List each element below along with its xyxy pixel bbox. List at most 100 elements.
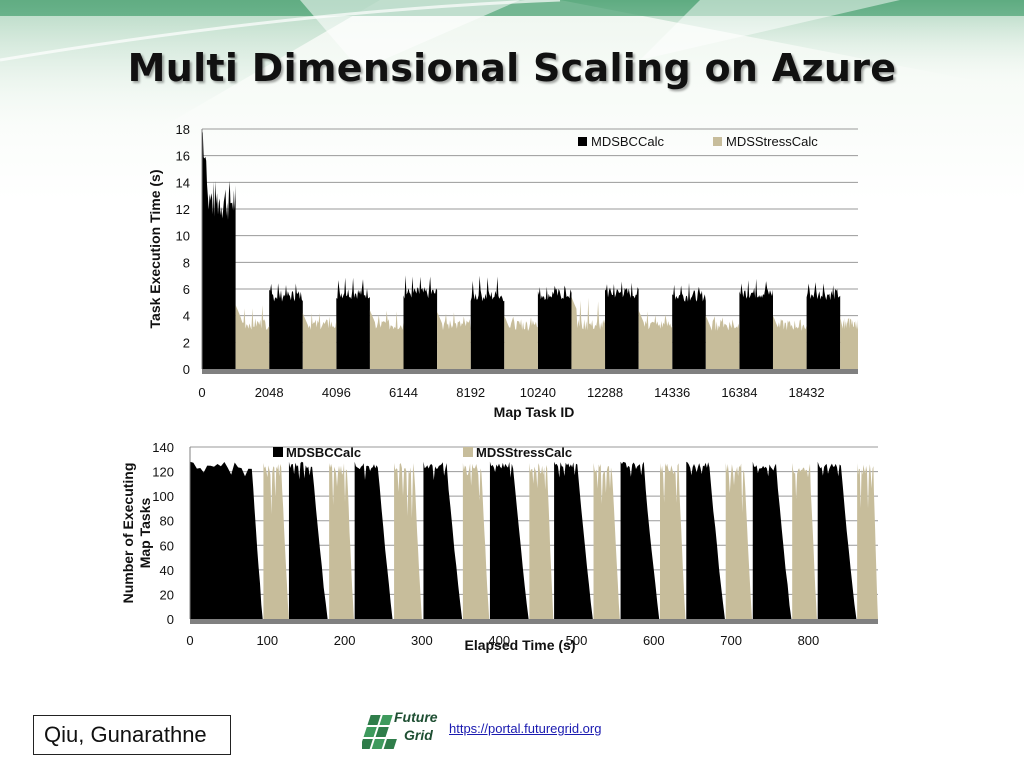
y-tick-label: 40 xyxy=(160,563,174,578)
mdsbc-bar-segment xyxy=(269,283,303,369)
mdsbc-area-pulse xyxy=(686,461,725,619)
legend-label-mdsstress: MDSStressCalc xyxy=(726,134,818,149)
y-tick-label: 18 xyxy=(176,122,190,137)
mdsstress-area-pulse xyxy=(792,462,817,619)
mdsstress-area-pulse xyxy=(725,462,752,619)
mdsbc-bar-segment xyxy=(806,282,841,369)
logo-line1: Future xyxy=(394,709,438,725)
executing-tasks-chart: 0 20 40 60 80 100 120 140 0 100 200 300 400 500 600 700… xyxy=(120,440,878,653)
x-tick-label: 600 xyxy=(643,633,665,648)
x-tick-label: 14336 xyxy=(654,385,690,400)
mdsbc-bar-segment xyxy=(403,275,438,369)
mdsstress-bar-segment xyxy=(705,315,740,369)
mdsbc-area-pulse xyxy=(354,461,393,619)
mdsstress-bar-segment xyxy=(437,311,471,369)
mdsbc-area-pulse xyxy=(288,461,328,619)
y-tick-label: 140 xyxy=(152,440,174,455)
mdsstress-bar-segment xyxy=(772,315,807,369)
x-tick-label: 12288 xyxy=(587,385,623,400)
mdsstress-area-pulse xyxy=(329,462,354,619)
y-tick-label: 120 xyxy=(152,465,174,480)
x-axis-band xyxy=(202,369,858,374)
y-tick-label: 0 xyxy=(183,362,190,377)
mdsbc-area-pulse xyxy=(817,461,857,619)
legend-label-mdsbc: MDSBCCalc xyxy=(591,134,664,149)
x-tick-label: 700 xyxy=(720,633,742,648)
mdsbc-area-pulse xyxy=(489,461,529,619)
grid-icon xyxy=(362,715,397,749)
mdsbc-bar-segment xyxy=(336,277,370,369)
mdsstress-bar-segment xyxy=(571,297,606,369)
x-tick-label: 18432 xyxy=(788,385,824,400)
task-time-chart: 0 2 4 6 8 10 12 14 16 18 0 2048 4096 6144 8192 10240 122… xyxy=(147,122,858,420)
mdsstress-bar-segment xyxy=(638,310,673,369)
mdsstress-bar-segment xyxy=(369,310,404,369)
y-tick-label: 20 xyxy=(160,587,174,602)
y-tick-label: 6 xyxy=(183,282,190,297)
y-tick-label: 10 xyxy=(176,229,190,244)
legend-swatch-mdsstress xyxy=(463,447,473,457)
x-axis-title: Map Task ID xyxy=(494,404,575,420)
mdsbc-area-pulse xyxy=(752,461,792,619)
mdsstress-bar-segment xyxy=(840,317,858,369)
x-tick-label: 100 xyxy=(256,633,278,648)
mdsstress-bar-segment xyxy=(504,315,538,369)
x-tick-label: 400 xyxy=(488,633,510,648)
y-tick-label: 60 xyxy=(160,538,174,553)
x-tick-label: 2048 xyxy=(255,385,284,400)
y-tick-label: 12 xyxy=(176,202,190,217)
y-tick-label: 4 xyxy=(183,309,190,324)
slide-title: Multi Dimensional Scaling on Azure xyxy=(127,46,897,90)
mdsstress-area-pulse xyxy=(529,462,554,619)
y-tick-label: 100 xyxy=(152,489,174,504)
y-axis-title: Number of ExecutingMap Tasks xyxy=(120,463,153,604)
x-axis-title: Elapsed Time (s) xyxy=(464,637,575,653)
x-tick-label: 4096 xyxy=(322,385,351,400)
mdsbc-area-pulse xyxy=(423,461,463,619)
legend-label-mdsstress: MDSStressCalc xyxy=(476,445,572,460)
mdsstress-area-pulse xyxy=(660,462,686,619)
mdsbc-bar-segment xyxy=(672,282,706,369)
mdsbc-area-pulse xyxy=(190,461,263,619)
x-tick-label: 300 xyxy=(411,633,433,648)
y-tick-label: 0 xyxy=(167,612,174,627)
y-tick-label: 8 xyxy=(183,255,190,270)
mdsstress-bar-segment xyxy=(235,305,270,369)
mdsbc-area-pulse xyxy=(620,461,660,619)
legend-label-mdsbc: MDSBCCalc xyxy=(286,445,361,460)
legend-swatch-mdsbc xyxy=(578,137,587,146)
mdsstress-area-pulse xyxy=(857,462,878,619)
x-axis-band xyxy=(190,619,878,624)
logo-line2: Grid xyxy=(404,727,433,743)
futuregrid-logo: Future Grid xyxy=(362,709,438,749)
legend-swatch-mdsbc xyxy=(273,447,283,457)
mdsbc-bar-segment xyxy=(202,129,236,369)
author-label: Qiu, Gunarathne xyxy=(33,715,231,755)
mdsstress-area-pulse xyxy=(593,462,620,619)
mdsbc-bar-segment xyxy=(739,278,773,369)
y-axis-title: Task Execution Time (s) xyxy=(147,170,163,329)
mdsbc-bar-segment xyxy=(470,275,505,369)
mdsstress-area-pulse xyxy=(462,462,490,619)
x-tick-label: 16384 xyxy=(721,385,757,400)
legend-swatch-mdsstress xyxy=(713,137,722,146)
x-tick-label: 8192 xyxy=(456,385,485,400)
mdsstress-area-pulse xyxy=(394,462,422,619)
mdsstress-area-pulse xyxy=(263,462,289,619)
x-tick-label: 800 xyxy=(798,633,820,648)
y-tick-label: 2 xyxy=(183,335,190,350)
mdsbc-area-pulse xyxy=(554,461,593,619)
portal-link[interactable]: https://portal.futuregrid.org xyxy=(449,721,602,736)
y-tick-label: 80 xyxy=(160,514,174,529)
x-tick-label: 0 xyxy=(198,385,205,400)
x-tick-label: 6144 xyxy=(389,385,418,400)
mdsstress-bar-segment xyxy=(302,313,337,369)
mdsbc-bar-segment xyxy=(605,281,639,369)
x-tick-label: 500 xyxy=(566,633,588,648)
x-tick-label: 10240 xyxy=(520,385,556,400)
y-tick-label: 14 xyxy=(176,175,190,190)
x-tick-label: 0 xyxy=(186,633,193,648)
y-tick-label: 16 xyxy=(176,149,190,164)
x-tick-label: 200 xyxy=(334,633,356,648)
